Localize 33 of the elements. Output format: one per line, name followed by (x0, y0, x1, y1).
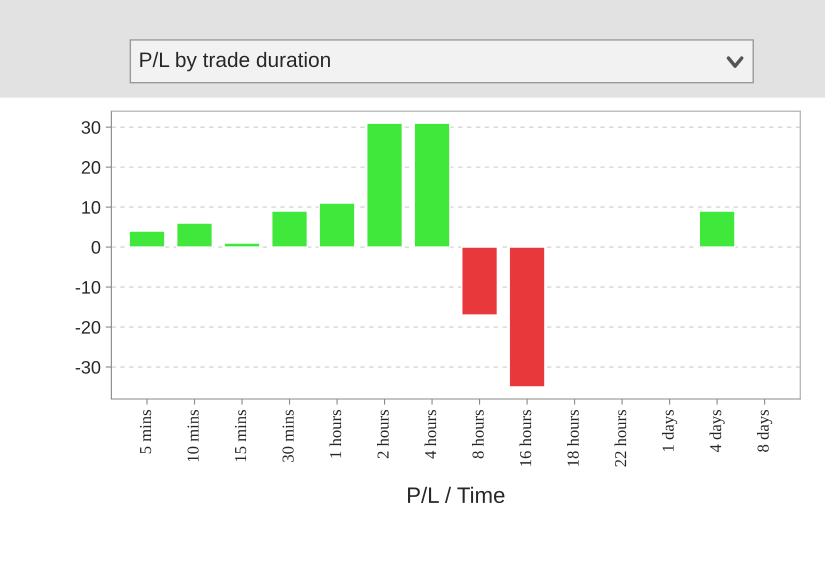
x-tick-label: 1 hours (329, 410, 342, 458)
y-tick-label: 20 (82, 161, 100, 174)
bar (318, 202, 356, 248)
y-tick-label: 10 (82, 201, 100, 214)
bar (128, 230, 166, 248)
y-tick-label: -20 (76, 320, 100, 334)
bar (698, 210, 736, 248)
y-tick-label: 0 (92, 241, 100, 254)
bar (271, 210, 308, 248)
y-tick-label: -10 (76, 280, 100, 294)
x-tick-label: 1 days (662, 410, 678, 452)
bar (414, 122, 451, 248)
bar (461, 246, 498, 316)
y-tick-label: -30 (76, 360, 100, 374)
bar (366, 122, 404, 248)
bar (508, 246, 546, 388)
y-tick-label: 30 (82, 121, 100, 134)
x-tick-label: 10 mins (187, 410, 199, 462)
x-tick-label: 2 hours (376, 410, 389, 458)
x-tick-label: 5 mins (140, 410, 152, 454)
x-tick-label: 22 hours (614, 410, 626, 467)
x-axis-title: P/L / Time (408, 486, 504, 504)
x-tick-label: 30 mins (282, 410, 294, 462)
x-tick-label: 8 hours (472, 410, 484, 458)
chart-title: P/L by trade duration (140, 52, 330, 72)
x-tick-label: 8 days (757, 410, 772, 452)
x-tick-label: 4 hours (424, 410, 436, 459)
bar (176, 222, 214, 248)
x-tick-label: 18 hours (567, 410, 579, 466)
x-tick-label: 16 hours (520, 410, 532, 466)
bar (224, 242, 261, 248)
x-tick-label: 4 days (710, 410, 725, 452)
x-tick-label: 15 mins (234, 410, 246, 462)
